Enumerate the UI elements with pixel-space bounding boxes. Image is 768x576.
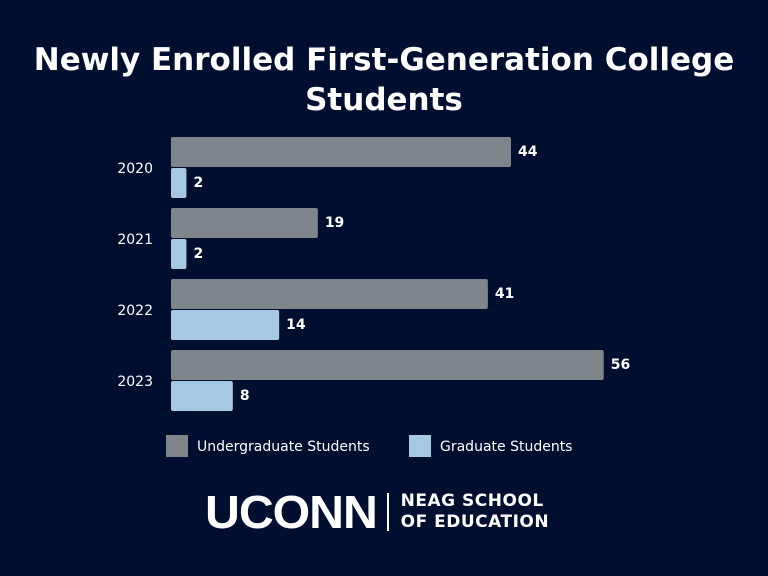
data-label-undergraduate-2020: 44	[518, 144, 538, 160]
logo-school: NEAG SCHOOL OF EDUCATION	[401, 491, 549, 533]
data-label-graduate-2022: 14	[286, 317, 306, 333]
bar-undergraduate-2022	[171, 279, 488, 309]
legend-label-undergraduate: Undergraduate Students	[197, 439, 370, 455]
logo-brand: UCONN	[205, 486, 378, 538]
logo-divider	[386, 493, 389, 531]
data-label-graduate-2020: 2	[193, 175, 203, 191]
legend-swatch-graduate	[409, 435, 431, 457]
bar-undergraduate-2020	[171, 137, 511, 167]
bar-undergraduate-2021	[171, 208, 318, 238]
data-label-undergraduate-2023: 56	[611, 357, 630, 373]
category-label-2020: 2020	[117, 161, 153, 177]
legend-swatch-undergraduate	[166, 435, 188, 457]
bar-graduate-2022	[171, 310, 280, 340]
data-label-graduate-2021: 2	[193, 246, 203, 262]
logo-school-line1: NEAG SCHOOL	[400, 491, 544, 511]
bar-undergraduate-2023	[171, 350, 604, 380]
bar-graduate-2021	[171, 239, 187, 269]
uconn-neag-logo: UCONN NEAG SCHOOL OF EDUCATION	[205, 489, 549, 535]
data-label-undergraduate-2021: 19	[325, 215, 344, 231]
category-label-2021: 2021	[117, 232, 153, 248]
category-label-2023: 2023	[117, 374, 153, 390]
bar-graduate-2023	[171, 381, 233, 411]
data-label-undergraduate-2022: 41	[495, 286, 514, 302]
category-label-2022: 2022	[117, 303, 153, 319]
bar-graduate-2020	[171, 168, 187, 198]
chart-title: Newly Enrolled First-Generation College …	[33, 42, 735, 118]
data-label-graduate-2023: 8	[240, 388, 250, 404]
logo-school-line2: OF EDUCATION	[400, 512, 550, 532]
legend-label-graduate: Graduate Students	[440, 439, 572, 455]
